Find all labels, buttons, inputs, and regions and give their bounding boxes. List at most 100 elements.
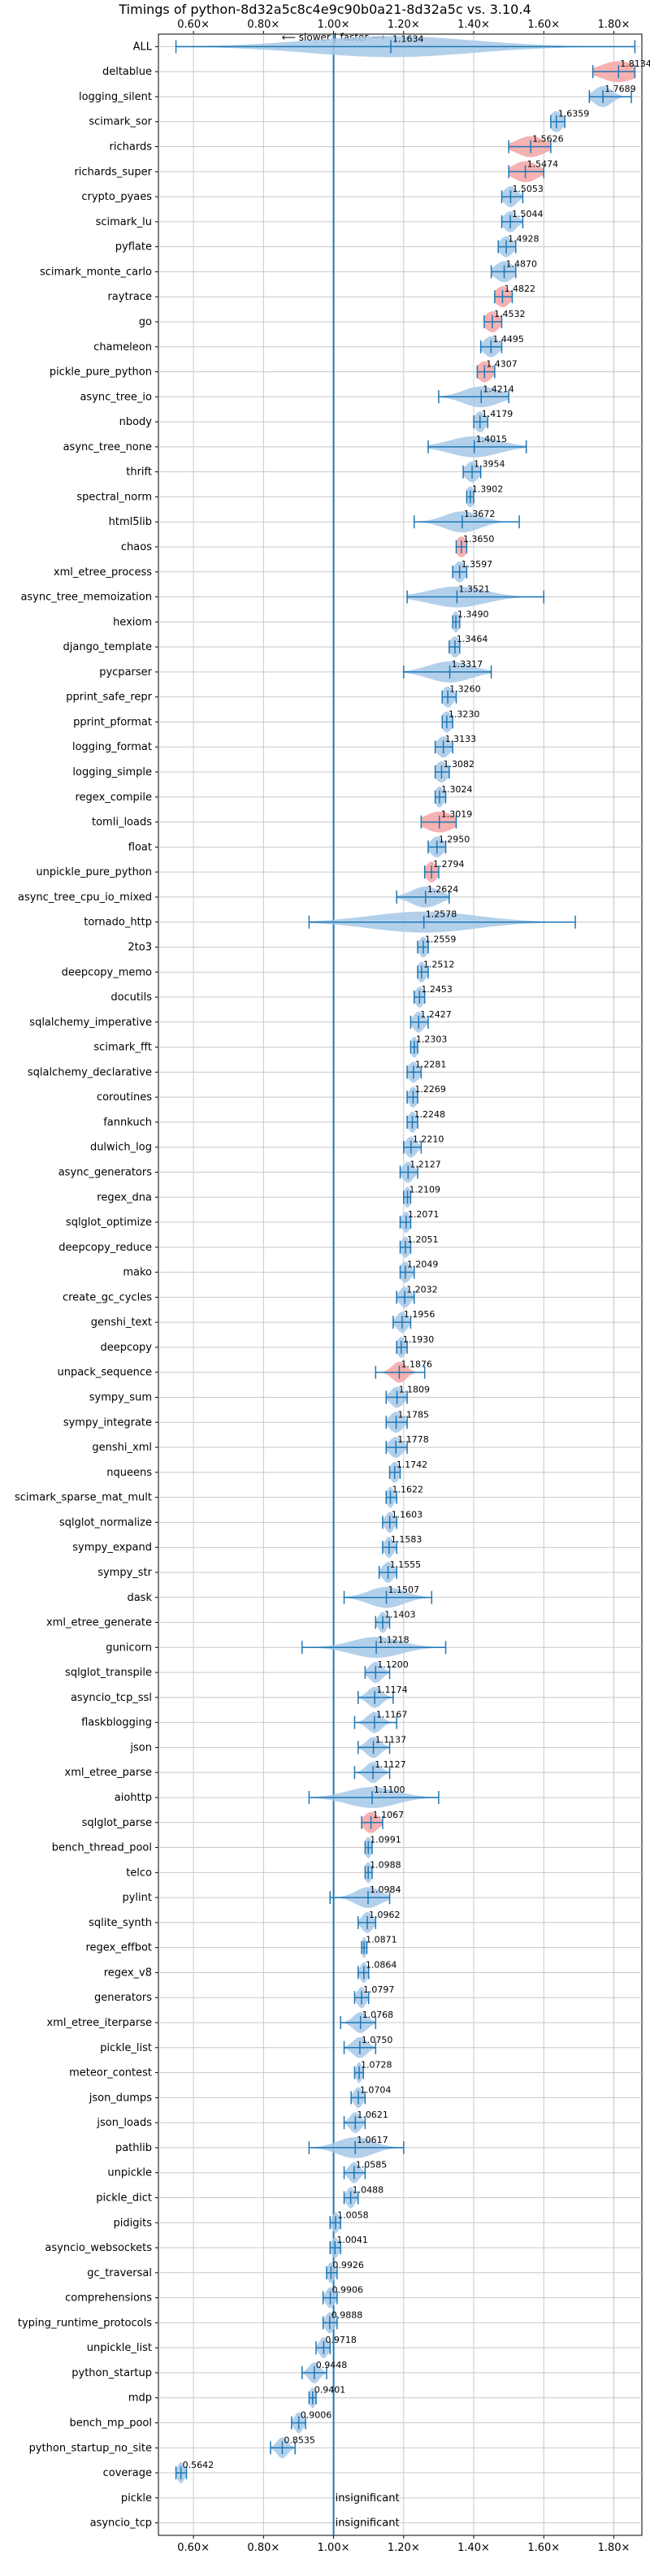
value-label: 1.2210 (413, 1134, 444, 1145)
value-label: 1.1583 (391, 1534, 422, 1545)
value-label: 1.3650 (463, 534, 495, 544)
y-tick-label: pickle_list (100, 2042, 152, 2054)
value-label: 1.3082 (443, 759, 474, 770)
value-label: 1.4307 (486, 359, 518, 370)
value-label: 1.1876 (401, 1360, 432, 1370)
y-tick-label: pickle (121, 2492, 152, 2504)
y-tick-label: dask (127, 1592, 152, 1604)
value-label: 1.1127 (375, 1759, 406, 1770)
y-tick-label: mdp (128, 2392, 152, 2405)
value-label: 1.0797 (363, 1984, 395, 1995)
y-tick-label: async_generators (58, 1166, 153, 1178)
y-tick-label: xml_etree_parse (65, 1767, 152, 1779)
value-label: 1.1555 (390, 1559, 422, 1570)
value-label: 0.9906 (332, 2285, 364, 2296)
y-tick-label: asyncio_tcp (90, 2517, 152, 2530)
y-tick-label: sympy_expand (72, 1542, 152, 1554)
y-tick-label: regex_compile (75, 791, 152, 804)
y-tick-label: scimark_sor (89, 116, 152, 128)
value-label: 1.2624 (427, 884, 459, 895)
y-tick-label: asyncio_tcp_ssl (71, 1692, 152, 1704)
y-tick-label: regex_v8 (104, 1967, 152, 1979)
value-label: 1.0617 (357, 2135, 388, 2145)
value-label: 1.5053 (512, 184, 544, 194)
y-tick-label: gunicorn (106, 1641, 152, 1654)
y-tick-label: generators (94, 1992, 152, 2004)
value-label: 0.9718 (325, 2335, 357, 2345)
value-label: 1.0041 (336, 2235, 368, 2245)
y-tick-label: raytrace (107, 291, 152, 303)
y-tick-label: bench_mp_pool (69, 2417, 152, 2429)
value-label: 1.3597 (462, 559, 493, 570)
y-tick-label: scimark_sparse_mat_mult (15, 1492, 152, 1504)
y-tick-label: fannkuch (103, 1117, 152, 1129)
value-label: 0.9926 (332, 2260, 364, 2270)
y-tick-label: logging_format (72, 741, 152, 753)
y-tick-label: docutils (110, 991, 152, 1004)
y-tick-label: sqlglot_transpile (65, 1667, 152, 1679)
value-label: 1.5626 (532, 134, 564, 145)
value-label: 1.3954 (474, 459, 505, 470)
value-label: 1.1218 (378, 1634, 410, 1645)
y-tick-label: pickle_pure_python (50, 366, 152, 379)
value-label: 1.1603 (392, 1509, 423, 1520)
value-label: 1.0864 (366, 1959, 397, 1970)
value-label: 1.6359 (558, 109, 590, 119)
y-tick-label: xml_etree_iterparse (46, 2017, 152, 2029)
value-label: 1.1809 (399, 1385, 430, 1395)
y-tick-label: pycparser (99, 666, 152, 679)
value-label: 0.9401 (314, 2385, 346, 2396)
y-tick-label: sympy_integrate (63, 1416, 152, 1429)
y-tick-label: pickle_dict (96, 2192, 152, 2204)
value-label: 1.1200 (377, 1659, 409, 1670)
y-tick-label: float (128, 841, 152, 853)
value-label: 1.0871 (366, 1935, 397, 1945)
value-label: 1.3902 (472, 484, 504, 494)
value-label: 1.4822 (504, 284, 535, 294)
y-tick-label: spectral_norm (76, 491, 152, 503)
value-label: 1.2127 (410, 1159, 441, 1169)
value-label: 1.1778 (397, 1434, 429, 1445)
x-tick-label-top: 0.60× (177, 19, 210, 31)
y-tick-label: scimark_lu (96, 216, 152, 228)
x-tick-label-top: 0.80× (247, 19, 280, 31)
y-tick-label: django_template (63, 641, 152, 653)
value-label: 1.1507 (388, 1585, 420, 1595)
value-label: 1.0750 (362, 2035, 393, 2045)
value-label: 1.4214 (483, 384, 514, 394)
value-label: 1.1622 (392, 1485, 424, 1495)
value-label: 1.1634 (392, 33, 423, 44)
insignificant-label: insignificant (336, 2517, 400, 2530)
y-tick-label: sqlglot_optimize (66, 1216, 152, 1229)
value-label: 1.1930 (403, 1334, 434, 1345)
y-tick-label: create_gc_cycles (63, 1291, 152, 1303)
value-label: 1.2032 (406, 1284, 437, 1295)
y-tick-label: json_loads (96, 2117, 152, 2129)
x-tick-label-top: 1.00× (318, 19, 350, 31)
value-label: 1.0768 (362, 2010, 394, 2020)
y-tick-label: thrift (126, 466, 152, 479)
value-label: 1.0962 (369, 1910, 401, 1920)
y-tick-label: logging_silent (79, 91, 152, 103)
y-tick-label: sympy_str (98, 1567, 152, 1579)
value-label: 1.2281 (415, 1059, 447, 1069)
value-label: 1.3464 (457, 634, 488, 644)
y-tick-label: coroutines (97, 1091, 152, 1104)
y-tick-label: pylint (122, 1892, 152, 1904)
y-tick-label: asyncio_websockets (45, 2242, 152, 2254)
value-label: 1.3521 (458, 584, 490, 595)
y-tick-label: go (139, 316, 152, 328)
value-label: 1.1174 (376, 1685, 408, 1695)
y-tick-label: sympy_sum (89, 1392, 152, 1404)
x-tick-label-top: 1.80× (598, 19, 630, 31)
value-label: 1.2248 (414, 1109, 446, 1120)
y-tick-label: regex_dna (97, 1191, 152, 1203)
value-label: 1.0585 (356, 2160, 388, 2171)
value-label: 1.1067 (373, 1810, 405, 1820)
y-tick-label: html5lib (109, 516, 152, 528)
value-label: 1.0984 (370, 1884, 401, 1895)
value-label: 1.5044 (512, 209, 544, 219)
y-tick-label: genshi_text (91, 1316, 152, 1329)
y-tick-label: hexiom (113, 616, 152, 628)
